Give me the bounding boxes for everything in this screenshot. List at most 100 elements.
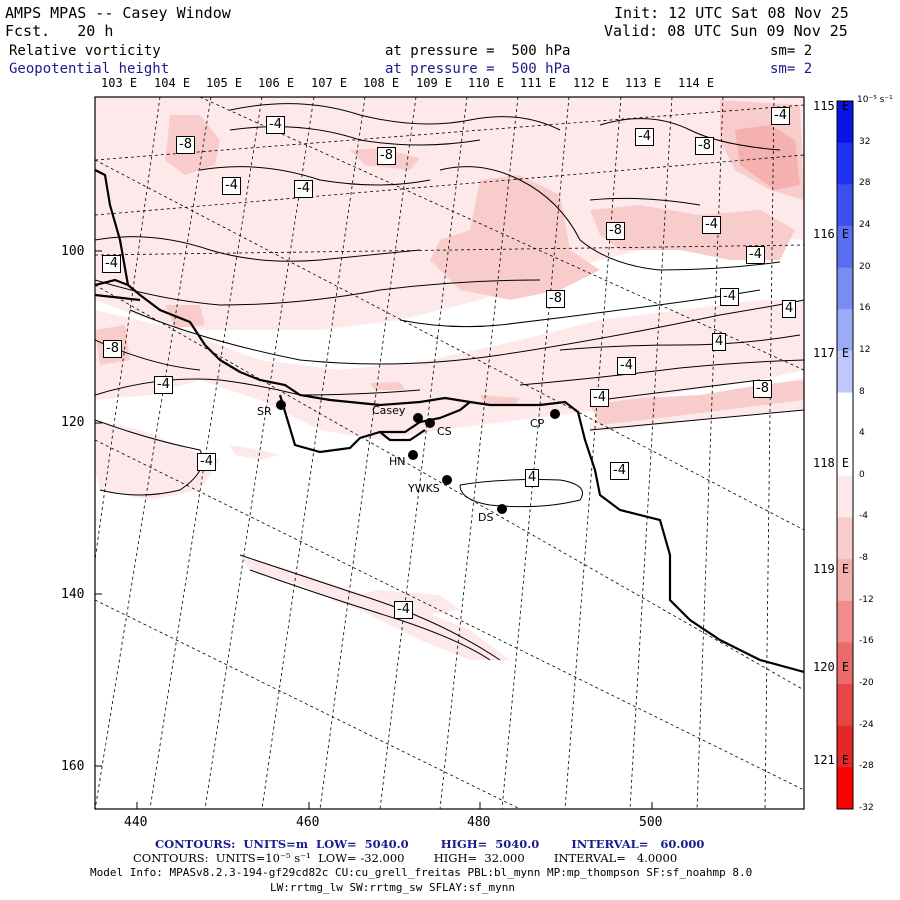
- contour-label: -8: [377, 147, 396, 165]
- lon-label-top: 105 E: [206, 76, 243, 90]
- colorbar-swatch: [837, 309, 853, 352]
- colorbar-label: 4: [859, 428, 865, 439]
- contour-label: -8: [606, 222, 625, 240]
- y-axis-label: 140: [61, 587, 85, 602]
- forecast-hour: Fcst. 20 h: [5, 22, 114, 40]
- contour-label: -8: [176, 136, 195, 154]
- x-axis-label: 500: [639, 815, 663, 830]
- y-axis-label: 120: [61, 415, 85, 430]
- colorbar-swatch: [837, 684, 853, 727]
- colorbar-swatch: [837, 600, 853, 643]
- lon-label-right: 115 E: [813, 99, 850, 113]
- colorbar-swatch: [837, 475, 853, 518]
- colorbar-swatch: [837, 767, 853, 810]
- lon-label-top: 111 E: [520, 76, 557, 90]
- station-label: YWKS: [408, 482, 440, 495]
- field2-level: at pressure = 500 hPa: [385, 61, 571, 77]
- contour-label: -4: [610, 462, 629, 480]
- valid-time: Valid: 08 UTC Sun 09 Nov 25: [604, 22, 848, 40]
- colorbar-label: 32: [859, 136, 871, 147]
- station-marker-ywks: [442, 475, 452, 485]
- colorbar-swatch: [837, 559, 853, 602]
- lon-label-right: 120 E: [813, 660, 850, 674]
- colorbar-label: 20: [859, 261, 871, 272]
- map-border: [94, 96, 805, 810]
- station-label: CS: [437, 425, 452, 438]
- station-marker-cp: [550, 409, 560, 419]
- colorbar-label: -24: [859, 719, 874, 730]
- colorbar-swatch: [837, 517, 853, 560]
- station-label: HN: [389, 455, 406, 468]
- contour-label: -4: [222, 177, 241, 195]
- coastline: [95, 169, 804, 674]
- field2-smooth: sm= 2: [770, 61, 813, 77]
- contour-lines: [95, 103, 804, 661]
- y-axis-label: 160: [61, 759, 85, 774]
- contour-label: 4: [525, 469, 540, 487]
- lon-label-top: 114 E: [678, 76, 715, 90]
- field1-name: Relative vorticity: [9, 43, 161, 59]
- station-marker-cs: [425, 418, 435, 428]
- colorbar-label: 16: [859, 303, 871, 314]
- colorbar-label: 8: [859, 386, 865, 397]
- station-label: CP: [530, 417, 545, 430]
- x-axis-label: 480: [467, 815, 491, 830]
- colorbar-label: -20: [859, 678, 874, 689]
- lon-label-right: 119 E: [813, 562, 850, 576]
- lon-label-right: 116 E: [813, 227, 850, 241]
- colorbar-swatch: [837, 434, 853, 477]
- x-axis-label: 460: [296, 815, 320, 830]
- station-markers: [276, 400, 560, 514]
- contour-label: -8: [103, 340, 122, 358]
- lon-label-top: 104 E: [154, 76, 191, 90]
- colorbar-label: -12: [859, 594, 874, 605]
- x-axis-label: 440: [124, 815, 148, 830]
- colorbar-swatch: [837, 392, 853, 435]
- plot-title: AMPS MPAS -- Casey Window: [5, 4, 231, 22]
- contour-label: -4: [294, 180, 313, 198]
- vorticity-shading-light: [95, 97, 804, 660]
- lon-label-top: 112 E: [573, 76, 610, 90]
- colorbar-label: 28: [859, 178, 871, 189]
- contour-label: -4: [635, 128, 654, 146]
- lon-label-right: 117 E: [813, 346, 850, 360]
- lon-label-top: 103 E: [101, 76, 138, 90]
- station-marker-casey: [413, 413, 423, 423]
- footer-geopotential-contours: CONTOURS: UNITS=m LOW= 5040.0 HIGH= 5040…: [155, 837, 705, 851]
- y-axis-label: 100: [61, 244, 85, 259]
- lon-label-top: 108 E: [363, 76, 400, 90]
- colorbar-unit: 10⁻⁵ s⁻¹: [857, 95, 893, 105]
- contour-label: -4: [617, 357, 636, 375]
- colorbar-swatch: [837, 225, 853, 269]
- lon-label-top: 110 E: [468, 76, 505, 90]
- station-marker-hn: [408, 450, 418, 460]
- colorbar-swatch: [837, 101, 853, 144]
- contour-label: -4: [102, 255, 121, 273]
- contour-label: -8: [546, 290, 565, 308]
- footer-vorticity-contours: CONTOURS: UNITS=10⁻⁵ s⁻¹ LOW= -32.000 HI…: [133, 851, 678, 865]
- contour-label: -4: [266, 116, 285, 134]
- colorbar-border: [836, 100, 854, 810]
- contour-label: -8: [753, 380, 772, 398]
- contour-label: -4: [702, 216, 721, 234]
- colorbar-label: 0: [859, 469, 865, 480]
- colorbar-swatch: [837, 725, 853, 768]
- contour-label: -4: [720, 288, 739, 306]
- contour-label: -4: [394, 601, 413, 619]
- colorbar-label: -4: [859, 511, 868, 522]
- vorticity-shading-dark: [735, 125, 800, 190]
- colorbar-label: 24: [859, 219, 871, 230]
- station-marker-ds: [497, 504, 507, 514]
- lon-label-top: 106 E: [258, 76, 295, 90]
- colorbar-label: -8: [859, 553, 868, 564]
- colorbar-label: 12: [859, 344, 871, 355]
- colorbar-swatch: [837, 184, 853, 227]
- station-marker-sr: [276, 400, 286, 410]
- lon-label-top: 107 E: [311, 76, 348, 90]
- lon-label-top: 109 E: [416, 76, 453, 90]
- field2-name: Geopotential height: [9, 61, 170, 77]
- colorbar: [836, 100, 854, 810]
- contour-label: -4: [197, 453, 216, 471]
- colorbar-label: -28: [859, 761, 874, 772]
